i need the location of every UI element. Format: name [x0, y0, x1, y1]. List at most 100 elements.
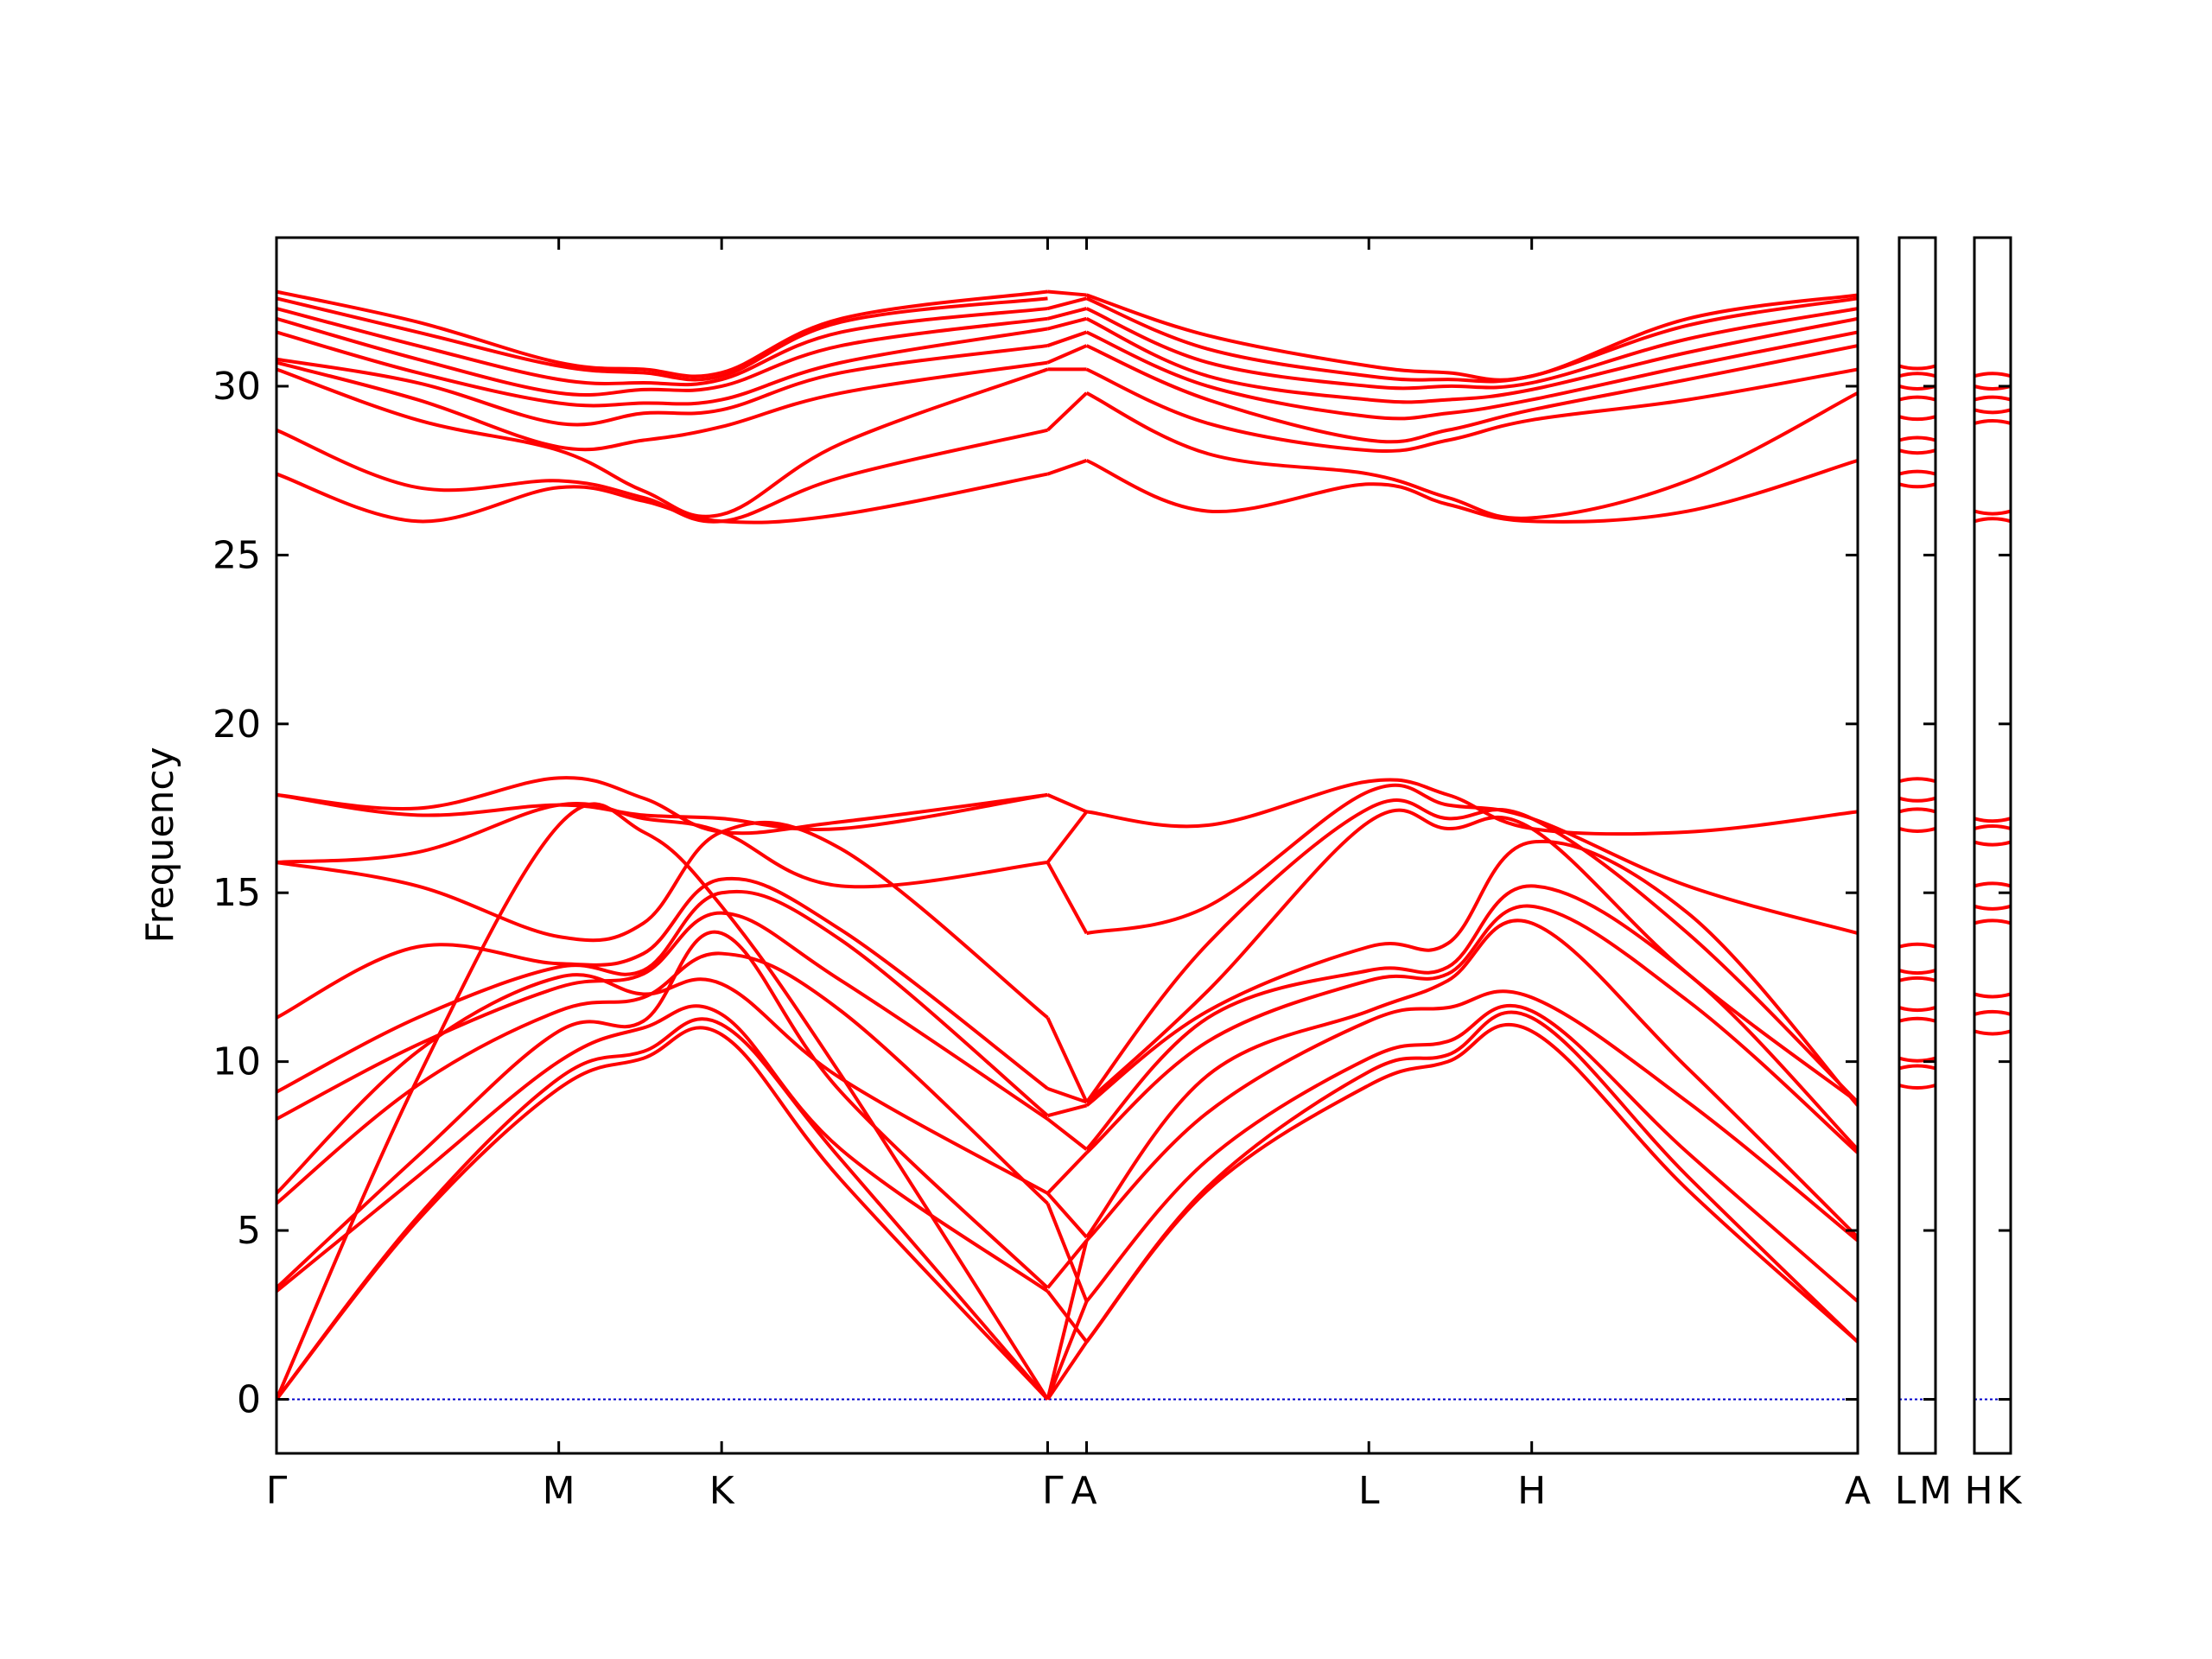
side-band-1-12: [1974, 408, 2012, 415]
side-band-0-16: [1898, 415, 1936, 422]
x-tick-label-2: K: [709, 1469, 735, 1513]
x-tick-label-1: M: [543, 1469, 575, 1513]
side-band-0-14: [1898, 448, 1936, 455]
side-band-1-4: [1974, 904, 2012, 911]
band-line-1: [276, 1017, 1049, 1401]
band-line-11: [276, 801, 1048, 889]
band-line-38: [1046, 793, 1088, 814]
band-line-3: [276, 1004, 1049, 1294]
band-line-15: [276, 428, 1048, 524]
x-tick-label-4: A: [1071, 1469, 1097, 1513]
band-line-20: [276, 316, 1048, 397]
main-frame: [275, 236, 1859, 1455]
side-band-1-11: [1974, 418, 2012, 425]
band-line-58: [1086, 783, 1858, 936]
band-line-21: [276, 307, 1048, 387]
side-band-0-19: [1898, 372, 1936, 378]
band-line-64: [1085, 330, 1858, 421]
band-line-28: [1046, 1240, 1089, 1400]
side-band-1-5: [1974, 881, 2012, 888]
side-band-0-3: [1898, 1016, 1936, 1023]
band-line-59: [1086, 778, 1858, 836]
side-band-0-20: [1898, 364, 1936, 371]
side-band-0-11: [1898, 777, 1936, 784]
y-tick-label-1: 5: [237, 1209, 261, 1253]
side-x-tick-label-0-1: M: [1919, 1469, 1952, 1513]
side-band-0-6: [1898, 969, 1936, 976]
band-line-40: [1046, 391, 1088, 432]
y-tick-label-6: 30: [213, 365, 261, 409]
band-line-14: [276, 472, 1048, 524]
side-band-1-13: [1974, 395, 2012, 402]
side-band-0-12: [1898, 482, 1936, 489]
band-line-46: [1046, 296, 1088, 311]
side-frame-0: [1897, 236, 1937, 1455]
band-line-26: [1046, 1300, 1089, 1401]
side-x-tick-label-1-1: K: [1997, 1469, 2023, 1513]
band-line-16: [276, 367, 1049, 518]
side-band-0-15: [1898, 435, 1936, 442]
x-tick-label-6: H: [1517, 1469, 1546, 1513]
band-line-37: [1046, 810, 1089, 864]
band-line-45: [1046, 307, 1088, 321]
band-line-48: [1084, 1022, 1858, 1344]
band-line-47: [1047, 289, 1087, 297]
side-band-1-6: [1974, 840, 2012, 847]
y-tick-label-4: 20: [213, 702, 261, 747]
band-line-42: [1046, 344, 1088, 365]
side-band-1-10: [1974, 509, 2012, 516]
band-line-0: [276, 1026, 1049, 1401]
band-line-49: [1084, 1010, 1858, 1344]
side-band-0-0: [1898, 1084, 1936, 1090]
band-line-62: [1085, 367, 1858, 453]
band-line-10: [276, 820, 1049, 1020]
band-line-36: [1046, 861, 1089, 935]
band-line-29: [1046, 1239, 1089, 1289]
axes-frames: [275, 236, 2012, 1455]
side-band-0-8: [1898, 827, 1936, 833]
band-line-12: [276, 792, 1048, 831]
band-line-17: [276, 360, 1048, 452]
side-band-0-13: [1898, 469, 1936, 476]
side-band-0-17: [1898, 395, 1936, 402]
side-band-0-10: [1898, 796, 1936, 803]
band-line-51: [1085, 989, 1858, 1243]
side-band-1-15: [1974, 372, 2012, 378]
y-tick-label-0: 0: [237, 1377, 261, 1421]
y-tick-label-3: 15: [213, 871, 261, 915]
band-line-13: [276, 776, 1048, 836]
band-line-18: [276, 344, 1048, 427]
band-line-61: [1085, 391, 1858, 520]
band-line-66: [1085, 307, 1858, 391]
band-line-34: [1046, 1087, 1088, 1104]
band-line-2: [276, 802, 1050, 1401]
x-tick-label-7: A: [1845, 1469, 1871, 1513]
band-line-23: [276, 289, 1048, 378]
band-line-56: [1085, 808, 1858, 1104]
side-band-0-1: [1898, 1064, 1936, 1071]
y-axis-ticks: 0 5 10 15 20 25 30: [213, 365, 2011, 1421]
side-band-0-2: [1898, 1056, 1936, 1063]
band-line-9: [276, 876, 1049, 1090]
band-line-50: [1085, 1003, 1858, 1303]
side-band-1-8: [1974, 817, 2012, 823]
y-tick-label-5: 25: [213, 533, 261, 577]
y-tick-label-2: 10: [213, 1040, 261, 1084]
band-line-39: [1046, 459, 1088, 476]
band-line-27: [1046, 1203, 1089, 1302]
band-line-55: [1085, 839, 1858, 1108]
side-band-1-1: [1974, 1009, 2012, 1016]
band-line-68: [1085, 293, 1858, 382]
side-band-0-7: [1898, 942, 1936, 949]
band-line-32: [1046, 1117, 1088, 1151]
band-line-22: [276, 296, 1048, 382]
band-line-57: [1084, 798, 1858, 1103]
side-band-1-3: [1974, 918, 2012, 925]
side-band-1-9: [1974, 517, 2012, 524]
side-panel-bands: [1898, 364, 2012, 1401]
band-line-30: [1046, 1192, 1089, 1239]
y-axis-label: Frequency: [138, 747, 182, 943]
band-line-6: [276, 973, 1049, 1195]
band-line-52: [1084, 918, 1858, 1239]
side-band-1-0: [1974, 1029, 2012, 1036]
